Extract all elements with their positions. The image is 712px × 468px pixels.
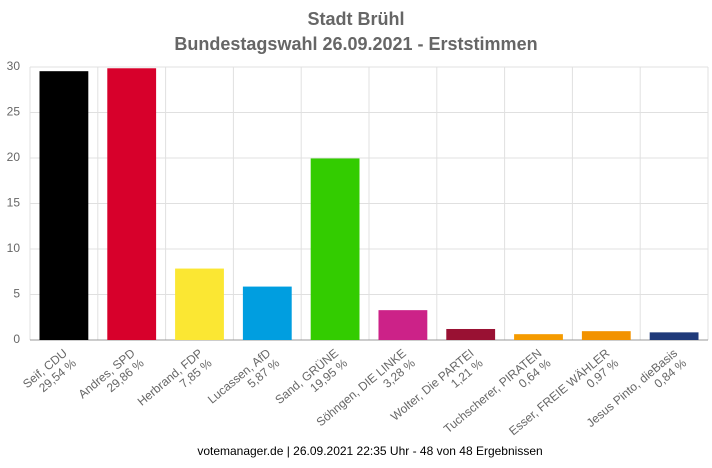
bar	[39, 71, 89, 340]
y-tick-label: 5	[13, 287, 20, 301]
bar	[446, 328, 496, 340]
y-tick-label: 10	[7, 241, 21, 255]
y-tick-label: 15	[7, 196, 21, 210]
y-tick-label: 25	[7, 105, 21, 119]
y-tick-label: 0	[13, 332, 20, 346]
bar	[649, 332, 699, 340]
bar	[310, 158, 360, 340]
bar	[242, 286, 292, 340]
chart-subtitle: Bundestagswahl 26.09.2021 - Erststimmen	[174, 34, 537, 54]
bar	[514, 334, 563, 340]
chart-title: Stadt Brühl	[308, 9, 405, 29]
bar	[107, 68, 157, 341]
bar	[581, 331, 631, 340]
bar	[378, 310, 428, 340]
y-tick-label: 20	[7, 150, 21, 164]
bar	[175, 268, 224, 340]
y-tick-label: 30	[7, 59, 21, 73]
footer: votemanager.de | 26.09.2021 22:35 Uhr - …	[197, 444, 542, 458]
